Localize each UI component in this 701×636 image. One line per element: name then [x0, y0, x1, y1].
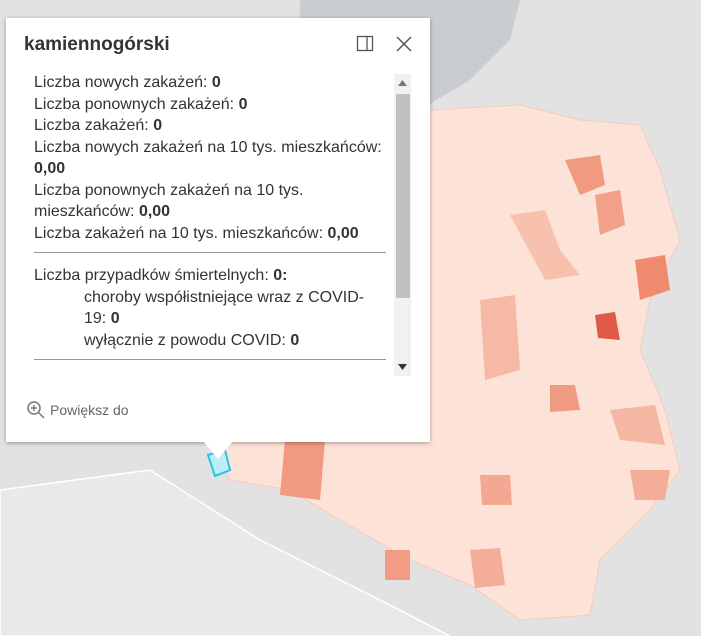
district	[470, 548, 505, 588]
district	[385, 550, 410, 580]
field-label: wyłącznie z powodu COVID:	[84, 331, 286, 349]
field-value: 0	[153, 117, 163, 134]
districts	[280, 155, 670, 588]
district	[550, 385, 580, 412]
district	[480, 295, 520, 380]
field-label: Liczba zakażeń na 10 tys. mieszkańców:	[34, 224, 324, 242]
field-value: 0	[238, 95, 248, 113]
zoom-to-button[interactable]: Powiększ do	[26, 400, 129, 420]
field-value: 0,00	[327, 224, 359, 242]
popup-pointer	[203, 441, 233, 459]
field-value: 0	[211, 74, 221, 91]
district	[635, 255, 670, 300]
field-value: 0:	[273, 267, 288, 284]
field-label: Liczba nowych zakażeń na 10 tys. mieszka…	[34, 138, 382, 156]
field-label: Liczba ponownych zakażeń na 10 tys. mies…	[34, 181, 304, 221]
field: Liczba zakażeń na 10 tys. mieszkańców: 0…	[34, 223, 386, 245]
district	[610, 405, 665, 445]
field: Liczba przypadków śmiertelnych: 0:	[34, 265, 386, 287]
dock-button[interactable]	[356, 35, 374, 53]
district	[480, 475, 512, 505]
district	[280, 440, 325, 500]
field: Liczba ponownych zakażeń na 10 tys. mies…	[34, 180, 386, 223]
field: wyłącznie z powodu COVID: 0	[84, 330, 386, 352]
zoom-label: Powiększ do	[50, 402, 129, 418]
section: Liczba nowych zakażeń: 0 Liczba ponownych…	[34, 72, 386, 244]
section: choroby współistniejące wraz z COVID-19:…	[34, 287, 386, 352]
district	[595, 190, 625, 235]
close-button[interactable]	[395, 35, 413, 53]
popup-title: kamiennogórski	[24, 34, 170, 55]
field-value: 0	[110, 310, 120, 327]
district	[565, 155, 605, 195]
neighbour-country	[0, 469, 451, 636]
popup-content: Liczba nowych zakażeń: 0 Liczba ponownych…	[34, 72, 386, 372]
district	[510, 210, 580, 280]
field: Liczba nowych zakażeń na 10 tys. mieszka…	[34, 137, 386, 180]
field: choroby współistniejące wraz z COVID-19:…	[84, 287, 386, 330]
district	[595, 312, 620, 340]
scroll-thumb[interactable]	[396, 94, 410, 298]
field: Liczba ponownych zakażeń: 0	[34, 94, 386, 116]
field-label: Liczba nowych zakażeń:	[34, 74, 208, 91]
field-label: Liczba ponownych zakażeń:	[34, 95, 235, 113]
field: Liczba zakażeń: 0	[34, 115, 386, 137]
field-label: Liczba przypadków śmiertelnych:	[34, 267, 269, 284]
field-value: 0,00	[34, 160, 66, 177]
field: Liczba nowych zakażeń: 0	[34, 72, 386, 94]
field-value: 0,00	[138, 203, 171, 220]
scrollbar[interactable]	[394, 74, 411, 376]
field-label: choroby współistniejące wraz z COVID-19:	[84, 288, 365, 328]
field-value: 0	[290, 331, 300, 349]
field-label: Liczba zakażeń:	[34, 117, 149, 134]
district	[630, 470, 670, 500]
